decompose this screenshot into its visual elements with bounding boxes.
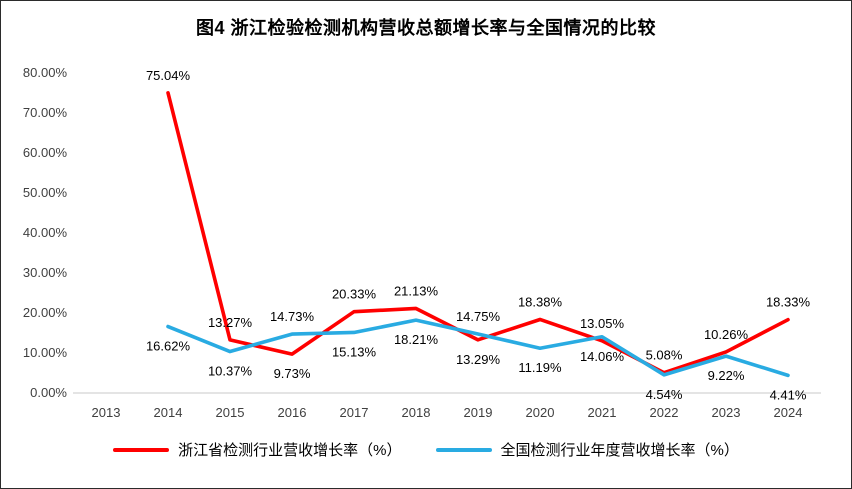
svg-text:14.06%: 14.06%: [580, 349, 625, 364]
svg-text:2016: 2016: [278, 405, 307, 420]
svg-text:18.38%: 18.38%: [518, 294, 563, 309]
svg-text:2024: 2024: [774, 405, 803, 420]
svg-text:30.00%: 30.00%: [23, 265, 68, 280]
svg-text:2020: 2020: [526, 405, 555, 420]
chart-title: 图4 浙江检验检测机构营收总额增长率与全国情况的比较: [195, 18, 656, 38]
svg-text:80.00%: 80.00%: [23, 65, 68, 80]
svg-text:14.75%: 14.75%: [456, 309, 501, 324]
svg-text:2018: 2018: [402, 405, 431, 420]
svg-text:10.26%: 10.26%: [704, 327, 749, 342]
legend-label-zhejiang: 浙江省检测行业营收增长率（%）: [178, 442, 402, 459]
chart-legend: 浙江省检测行业营收增长率（%） 全国检测行业年度营收增长率（%）: [1, 439, 851, 460]
svg-text:21.13%: 21.13%: [394, 283, 439, 298]
svg-text:18.21%: 18.21%: [394, 332, 439, 347]
svg-text:10.00%: 10.00%: [23, 345, 68, 360]
svg-text:18.33%: 18.33%: [766, 295, 811, 310]
svg-text:70.00%: 70.00%: [23, 105, 68, 120]
svg-text:4.54%: 4.54%: [646, 387, 683, 402]
svg-text:2014: 2014: [154, 405, 183, 420]
svg-text:11.19%: 11.19%: [518, 360, 562, 375]
svg-text:15.13%: 15.13%: [332, 344, 377, 359]
svg-text:2015: 2015: [216, 405, 245, 420]
svg-text:2023: 2023: [712, 405, 741, 420]
svg-text:9.22%: 9.22%: [708, 368, 745, 383]
svg-text:0.00%: 0.00%: [30, 385, 67, 400]
svg-text:40.00%: 40.00%: [23, 225, 68, 240]
red-line-swatch-icon: [113, 447, 170, 452]
legend-item-national: 全国检测行业年度营收增长率（%）: [435, 439, 739, 460]
svg-text:50.00%: 50.00%: [23, 185, 68, 200]
svg-text:13.29%: 13.29%: [456, 352, 501, 367]
svg-text:5.08%: 5.08%: [646, 348, 683, 363]
svg-text:2022: 2022: [650, 405, 679, 420]
svg-text:2013: 2013: [92, 405, 121, 420]
svg-text:75.04%: 75.04%: [146, 68, 191, 83]
svg-text:4.41%: 4.41%: [770, 387, 807, 402]
legend-label-national: 全国检测行业年度营收增长率（%）: [500, 442, 739, 459]
legend-item-zhejiang: 浙江省检测行业营收增长率（%）: [113, 439, 402, 460]
svg-text:13.27%: 13.27%: [208, 315, 253, 330]
svg-text:60.00%: 60.00%: [23, 145, 68, 160]
svg-text:20.00%: 20.00%: [23, 305, 68, 320]
svg-text:20.33%: 20.33%: [332, 287, 377, 302]
svg-text:10.37%: 10.37%: [208, 364, 253, 379]
svg-text:14.73%: 14.73%: [270, 309, 315, 324]
svg-text:9.73%: 9.73%: [274, 366, 311, 381]
svg-text:2021: 2021: [588, 405, 617, 420]
svg-text:13.05%: 13.05%: [580, 316, 625, 331]
svg-text:16.62%: 16.62%: [146, 339, 191, 354]
svg-text:2019: 2019: [464, 405, 493, 420]
svg-text:2017: 2017: [340, 405, 369, 420]
blue-line-swatch-icon: [435, 447, 492, 452]
